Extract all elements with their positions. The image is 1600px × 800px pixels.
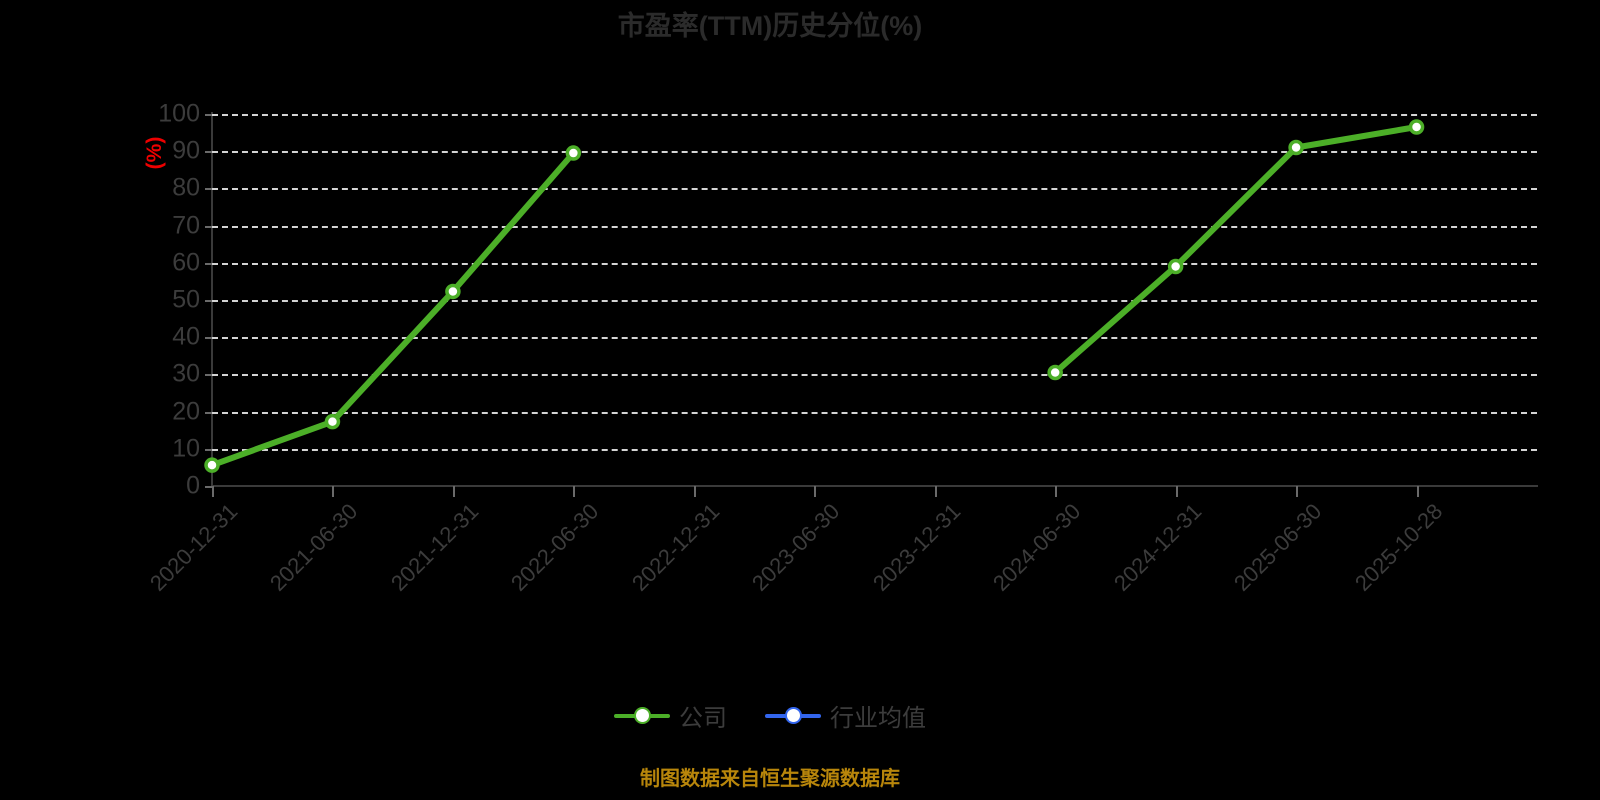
gridline xyxy=(212,151,1537,154)
x-tick-mark xyxy=(1175,486,1178,497)
series-line xyxy=(209,150,577,469)
legend-label: 行业均值 xyxy=(830,705,926,732)
legend-item[interactable]: 行业均值 xyxy=(765,698,926,733)
y-tick-mark xyxy=(205,262,212,265)
legend-item[interactable]: 公司 xyxy=(614,698,727,733)
x-tick-label-text: 2023-12-31 xyxy=(867,498,965,596)
y-tick-label: 10 xyxy=(172,434,200,463)
y-tick-label: 0 xyxy=(186,471,200,500)
data-point-marker[interactable] xyxy=(445,283,461,300)
y-axis-unit-label: (%) xyxy=(143,136,166,170)
x-tick-label-text: 2021-12-31 xyxy=(385,498,484,596)
y-tick-label: 20 xyxy=(172,397,200,426)
y-tick-mark xyxy=(205,114,212,116)
legend-marker-icon xyxy=(614,703,670,729)
x-axis-line xyxy=(211,485,1538,487)
gridline xyxy=(212,337,1537,340)
y-tick-label: 40 xyxy=(172,322,200,351)
x-tick-mark xyxy=(212,486,214,497)
x-tick-mark xyxy=(332,486,335,497)
y-tick-mark xyxy=(205,151,212,154)
data-point-marker[interactable] xyxy=(565,145,582,161)
data-point-marker[interactable] xyxy=(1408,119,1425,135)
y-tick-label: 50 xyxy=(172,285,200,314)
y-tick-mark xyxy=(205,486,212,488)
y-tick-label: 90 xyxy=(172,136,200,165)
data-point-marker[interactable] xyxy=(1167,258,1184,275)
chart-legend: 公司 行业均值 xyxy=(0,698,1540,733)
x-tick-mark xyxy=(452,486,455,497)
gridline xyxy=(212,300,1537,302)
legend-label: 公司 xyxy=(679,705,727,732)
footer-note: 制图数据来自恒生聚源数据库 xyxy=(640,768,900,790)
y-tick-label: 70 xyxy=(172,211,200,240)
plot-area: 0 10 20 30 40 50 60 70 80 90 100 2020-12-31 2021-06… xyxy=(145,101,1537,596)
gridline xyxy=(212,411,1537,414)
y-tick-label: 60 xyxy=(172,248,200,277)
x-tick-mark xyxy=(814,486,817,497)
x-tick-label-text: 2024-06-30 xyxy=(988,498,1086,596)
x-tick-label-text: 2023-06-30 xyxy=(747,498,845,596)
gridline xyxy=(212,374,1537,377)
x-tick-mark xyxy=(1416,486,1419,497)
x-tick-label-text: 2022-06-30 xyxy=(506,498,604,596)
gridline xyxy=(212,225,1537,228)
data-point-marker[interactable] xyxy=(324,413,341,430)
x-tick-mark xyxy=(573,486,576,497)
x-tick-label-text: 2021-06-30 xyxy=(265,498,363,596)
y-tick-mark xyxy=(205,374,212,377)
legend-dot-icon xyxy=(633,707,651,724)
x-tick-label-text: 2024-12-31 xyxy=(1108,498,1206,596)
y-tick-label: 30 xyxy=(172,359,200,388)
legend-dot-icon xyxy=(784,707,802,724)
data-point-marker[interactable] xyxy=(204,457,220,473)
page-title: 市盈率(TTM)历史分位(%) xyxy=(617,11,923,41)
x-tick-label-text: 2022-12-31 xyxy=(626,498,725,596)
y-tick-label: 100 xyxy=(158,99,200,128)
x-tick-label-text: 2020-12-31 xyxy=(145,498,243,596)
data-point-marker[interactable] xyxy=(1288,139,1304,156)
gridline xyxy=(212,188,1537,191)
x-tick-mark xyxy=(1296,486,1299,497)
gridline xyxy=(212,448,1537,451)
legend-marker-icon xyxy=(765,703,821,729)
x-tick-mark xyxy=(934,486,937,497)
x-tick-label-text: 2025-06-30 xyxy=(1229,498,1327,596)
x-tick-label-text: 2025-10-28 xyxy=(1349,498,1447,596)
data-series-layer xyxy=(204,119,1425,473)
y-tick-mark xyxy=(205,411,212,414)
y-tick-mark xyxy=(205,300,212,302)
y-tick-mark xyxy=(205,188,212,191)
y-tick-label: 80 xyxy=(172,173,200,202)
x-tick-mark xyxy=(693,486,696,497)
series-line xyxy=(1052,124,1420,376)
data-point-marker[interactable] xyxy=(1047,364,1063,381)
y-tick-mark xyxy=(205,225,212,228)
x-tick-mark xyxy=(1055,486,1058,497)
y-tick-mark xyxy=(205,448,212,451)
gridline xyxy=(212,114,1537,116)
y-tick-mark xyxy=(205,337,212,340)
gridline xyxy=(212,262,1537,265)
